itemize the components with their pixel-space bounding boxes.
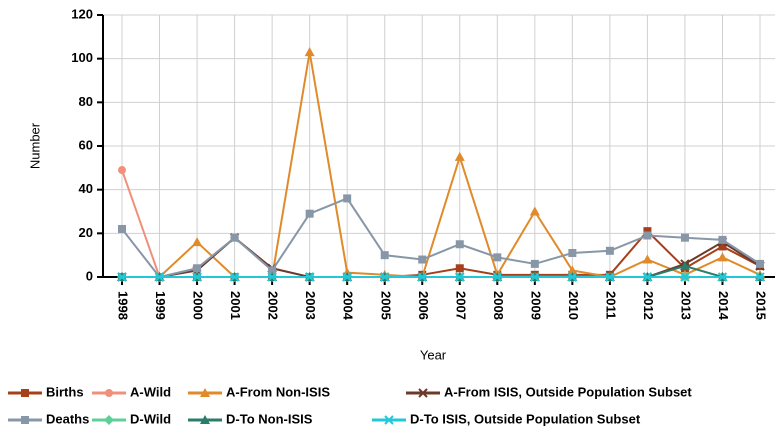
data-point [530, 272, 540, 282]
data-point [380, 272, 390, 282]
data-point [267, 272, 277, 282]
data-point [568, 248, 577, 257]
data-point [529, 206, 540, 216]
legend-label: D-Wild [130, 411, 171, 426]
data-point [643, 231, 652, 240]
data-point [642, 272, 653, 282]
legend-label: Births [46, 384, 84, 399]
data-point [192, 237, 203, 247]
data-point [605, 246, 614, 255]
legend-label: A-Wild [130, 384, 171, 399]
data-point [193, 264, 202, 273]
data-point [304, 47, 315, 57]
y-tick-label: 60 [79, 137, 93, 152]
data-point [154, 272, 165, 282]
y-tick-label: 80 [79, 94, 93, 109]
data-point [718, 242, 727, 251]
legend-marker [200, 388, 210, 397]
data-point [717, 252, 728, 262]
x-tick-label: 2005 [378, 291, 393, 320]
x-axis-label: Year [420, 347, 447, 362]
data-point [455, 272, 465, 282]
data-point [679, 261, 690, 271]
data-point [756, 259, 765, 268]
legend-label: D-To Non-ISIS [226, 411, 313, 426]
x-tick-label: 2002 [266, 291, 281, 320]
y-tick-label: 40 [79, 181, 93, 196]
data-point [755, 272, 765, 282]
data-point [642, 254, 653, 264]
x-tick-label: 2000 [191, 291, 206, 320]
x-tick-label: 2003 [303, 291, 318, 320]
data-point [342, 272, 352, 282]
y-tick-label: 100 [71, 50, 93, 65]
y-tick-label: 0 [86, 268, 93, 283]
data-point [118, 224, 126, 233]
data-point [117, 272, 127, 282]
legend-label: Deaths [46, 411, 89, 426]
x-tick-label: 2007 [453, 291, 468, 320]
x-tick-label: 2004 [341, 291, 356, 321]
legend-label: A-From ISIS, Outside Population Subset [444, 384, 692, 399]
legend-label: A-From Non-ISIS [226, 384, 330, 399]
data-point [717, 272, 728, 282]
series-line [122, 51, 761, 279]
legend-marker [105, 389, 113, 397]
x-tick-label: 2010 [566, 291, 581, 320]
y-tick-label: 120 [71, 6, 93, 21]
data-point [680, 272, 690, 282]
legend-marker [21, 389, 29, 397]
data-point [455, 264, 464, 273]
y-axis-label: Number [27, 122, 42, 169]
data-point [492, 272, 503, 282]
legend-label: D-To ISIS, Outside Population Subset [410, 411, 641, 426]
data-point [230, 233, 239, 242]
data-point [643, 227, 652, 236]
x-tick-label: 2014 [716, 291, 731, 321]
data-point [454, 151, 465, 161]
data-point [605, 272, 615, 282]
y-tick-label: 20 [79, 225, 93, 240]
x-tick-label: 2013 [679, 291, 694, 320]
legend-marker [200, 415, 210, 424]
data-point [567, 265, 578, 275]
data-point [343, 194, 352, 203]
data-point [567, 272, 578, 282]
x-tick-label: 2011 [603, 291, 618, 319]
data-point [192, 272, 202, 282]
x-tick-label: 2006 [416, 291, 431, 320]
data-point [530, 259, 539, 268]
data-point [680, 233, 689, 242]
series-line [121, 197, 761, 279]
data-point [268, 266, 277, 275]
x-tick-label: 2015 [754, 291, 769, 320]
x-tick-label: 2001 [228, 291, 243, 320]
x-tick-label: 2012 [641, 291, 656, 320]
x-tick-label: 1999 [153, 291, 168, 320]
data-point [718, 235, 727, 244]
data-point [493, 253, 502, 262]
legend-marker [21, 416, 29, 424]
x-tick-label: 2009 [528, 291, 543, 320]
legend-marker [418, 388, 428, 398]
data-point [304, 272, 315, 282]
legend-marker [384, 415, 394, 425]
data-point [417, 272, 427, 282]
legend-marker [104, 415, 114, 425]
x-tick-label: 2008 [491, 291, 506, 320]
data-point [455, 240, 464, 249]
data-point [305, 209, 314, 218]
data-point [229, 272, 240, 282]
data-point [118, 166, 126, 175]
data-point [380, 251, 389, 260]
data-point [418, 255, 427, 264]
x-tick-label: 1998 [116, 291, 131, 320]
